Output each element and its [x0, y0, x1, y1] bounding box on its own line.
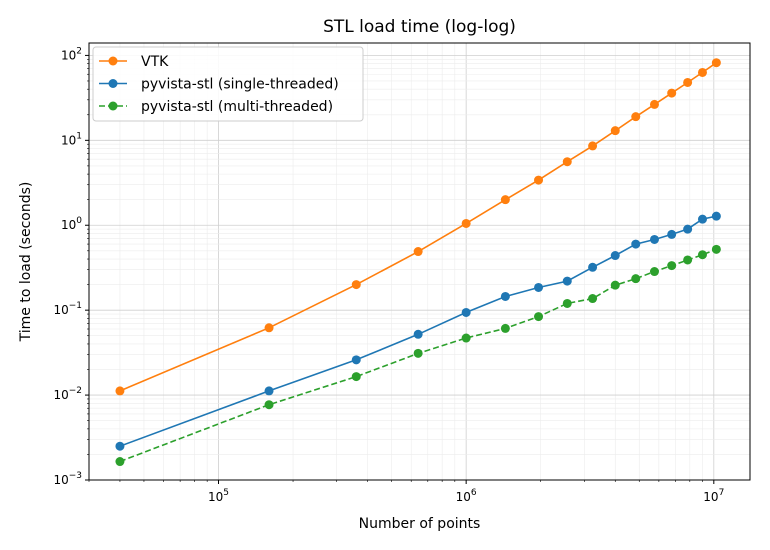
y-tick-exponent: −3	[69, 471, 82, 481]
data-point	[697, 67, 707, 77]
data-point	[711, 58, 721, 68]
x-tick-base: 10	[208, 490, 223, 504]
legend-swatch-marker	[108, 56, 118, 66]
y-tick-base: 10	[61, 218, 76, 232]
y-tick-exponent: 2	[76, 46, 82, 56]
data-point	[461, 218, 471, 228]
series-0	[115, 58, 721, 396]
legend-box	[92, 46, 364, 122]
data-point	[413, 348, 423, 358]
legend-swatch-marker	[108, 79, 118, 88]
data-point	[562, 276, 572, 286]
data-point	[264, 323, 274, 333]
y-tick-label: 10−1	[53, 301, 82, 317]
data-point	[588, 141, 598, 151]
data-point	[351, 355, 361, 365]
x-tick-exponent: 6	[471, 488, 477, 498]
data-point	[667, 88, 677, 98]
data-point	[610, 251, 620, 261]
data-point	[649, 267, 659, 277]
y-tick-exponent: 0	[76, 216, 82, 226]
series-line	[119, 248, 717, 463]
data-point	[667, 229, 677, 239]
data-point	[115, 441, 125, 451]
legend-swatch-marker	[108, 101, 118, 111]
data-point	[631, 112, 641, 122]
y-axis-label: Time to load (seconds)	[18, 182, 34, 343]
chart-title: STL load time (log-log)	[323, 17, 516, 37]
legend: VTK pyvista-stl (single-threaded) pyvista-…	[92, 46, 364, 122]
y-tick-base: 10	[61, 133, 76, 147]
x-tick-label: 107	[703, 488, 724, 504]
data-point	[667, 261, 677, 271]
series-1	[115, 211, 721, 451]
data-point	[697, 214, 707, 224]
data-point	[588, 262, 598, 272]
x-tick-exponent: 5	[223, 488, 229, 498]
data-point	[697, 250, 707, 260]
y-tick-exponent: −1	[69, 301, 82, 311]
data-point	[461, 333, 471, 343]
data-point	[649, 234, 659, 244]
data-point	[115, 386, 125, 396]
y-tick-exponent: −2	[69, 386, 82, 396]
series-line	[119, 62, 717, 392]
data-point	[588, 294, 598, 304]
series-layer	[115, 58, 721, 467]
data-point	[413, 329, 423, 339]
data-point	[351, 372, 361, 382]
y-tick-base: 10	[61, 48, 76, 62]
data-point	[500, 291, 510, 301]
x-axis-label: Number of points	[359, 516, 481, 532]
data-point	[264, 400, 274, 410]
data-point	[562, 157, 572, 167]
x-tick-label: 106	[456, 488, 477, 504]
data-point	[534, 312, 544, 322]
data-point	[711, 211, 721, 221]
data-point	[461, 307, 471, 317]
legend-label: pyvista-stl (multi-threaded)	[141, 99, 333, 115]
data-point	[683, 255, 693, 265]
data-point	[500, 323, 510, 333]
data-point	[500, 195, 510, 205]
x-tick-label: 105	[208, 488, 229, 504]
y-tick-label: 100	[61, 216, 82, 232]
y-tick-label: 101	[61, 131, 82, 147]
data-point	[711, 244, 721, 254]
y-tick-exponent: 1	[76, 131, 82, 141]
data-point	[683, 77, 693, 87]
y-tick-label: 10−3	[53, 471, 82, 487]
x-tick-base: 10	[456, 490, 471, 504]
legend-label: VTK	[141, 54, 169, 70]
data-point	[562, 298, 572, 308]
data-point	[413, 247, 423, 257]
y-tick-label: 10−2	[53, 386, 82, 402]
plot-frame	[88, 42, 751, 481]
y-tick-base: 10	[53, 303, 68, 317]
data-point	[264, 386, 274, 396]
data-point	[351, 280, 361, 290]
series-2	[115, 244, 721, 467]
data-point	[115, 457, 125, 467]
y-tick-label: 102	[61, 46, 82, 62]
data-point	[534, 282, 544, 292]
data-point	[534, 175, 544, 185]
legend-label: pyvista-stl (single-threaded)	[141, 77, 339, 93]
y-tick-base: 10	[53, 473, 68, 487]
y-tick-base: 10	[53, 388, 68, 402]
data-point	[683, 224, 693, 234]
x-tick-exponent: 7	[719, 488, 725, 498]
data-point	[631, 239, 641, 249]
data-point	[610, 126, 620, 136]
data-point	[610, 280, 620, 290]
data-point	[649, 99, 659, 109]
x-tick-base: 10	[703, 490, 718, 504]
series-line	[119, 215, 717, 447]
data-point	[631, 274, 641, 284]
